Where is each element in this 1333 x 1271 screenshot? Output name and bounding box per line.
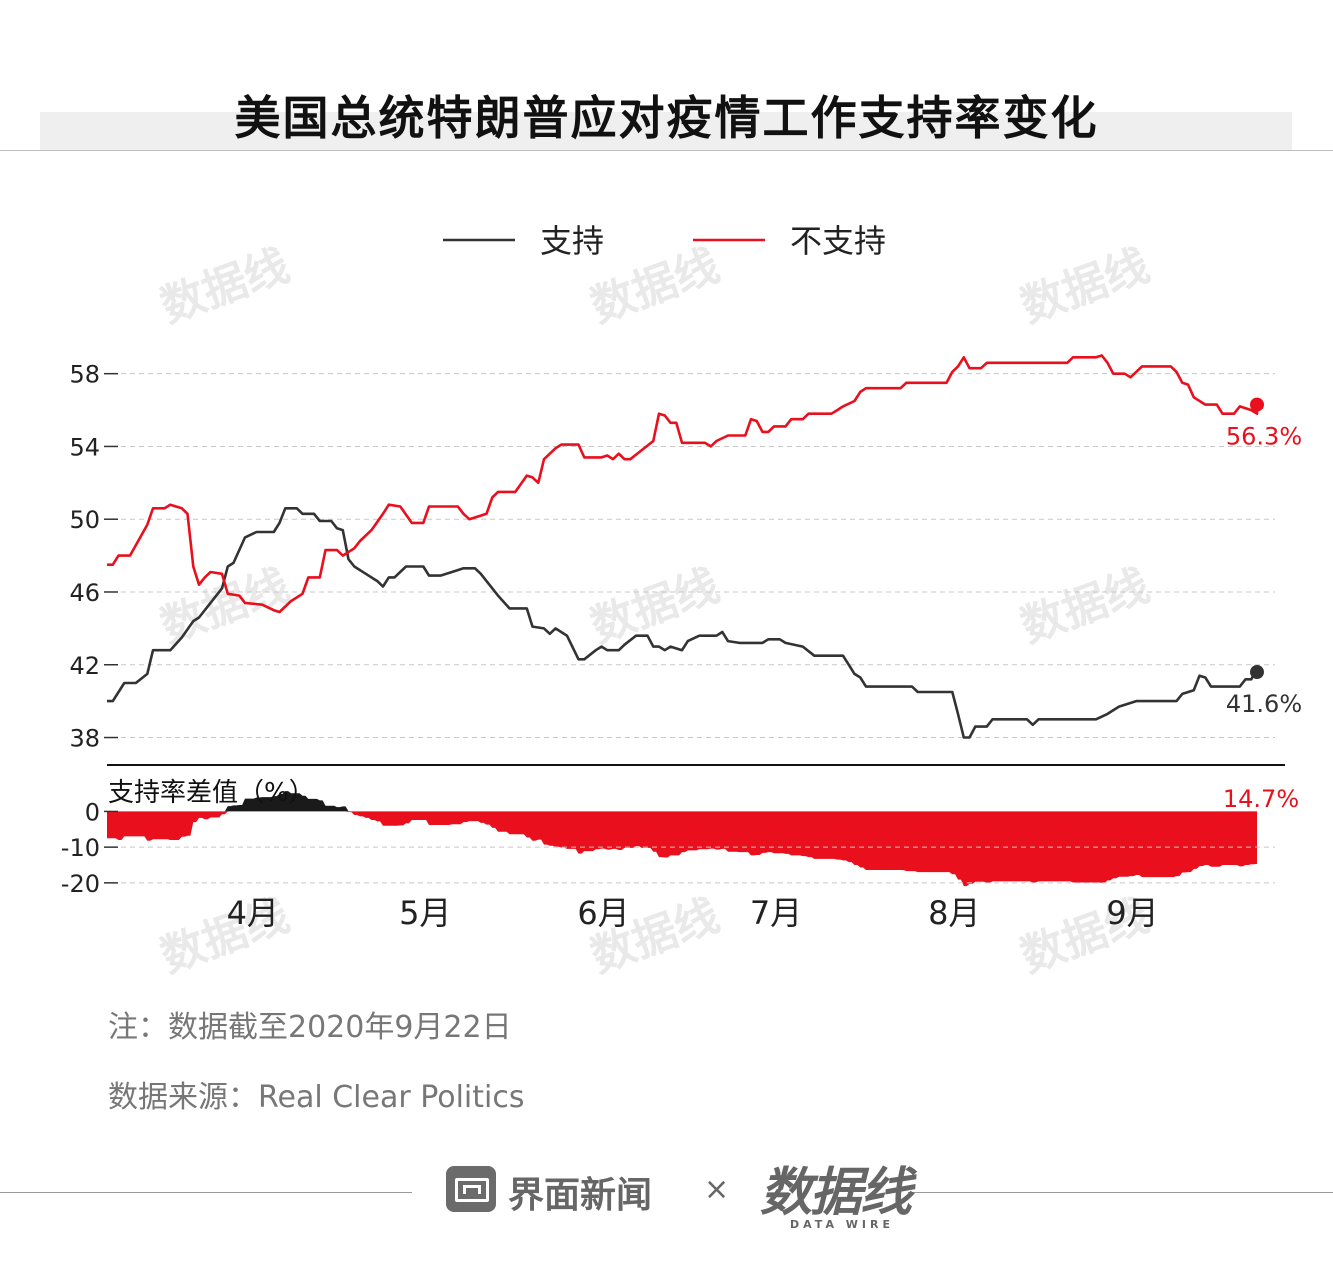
ytick-label-54: 54 [69, 433, 100, 461]
series-end-point-1 [1250, 397, 1264, 412]
xtick-label-2: 6月 [577, 894, 629, 932]
title-band [40, 112, 1292, 150]
series-end-point-0 [1250, 665, 1264, 680]
chart-source: 数据来源：Real Clear Politics [108, 1080, 525, 1115]
axis-labels: 38 42 46 50 54 58 41.6% 56.3% 0 -10 -20 支持率差值（%） 14.… [61, 361, 1302, 932]
series-line-0 [107, 506, 1259, 739]
series-end-label-0: 41.6% [1226, 690, 1302, 718]
series-line-1 [107, 354, 1259, 614]
xtick-label-3: 7月 [750, 894, 802, 932]
difference-end-label: 14.7% [1223, 785, 1299, 813]
diff-ytick-label--10: -10 [61, 834, 100, 862]
xtick-label-5: 9月 [1106, 894, 1158, 932]
ytick-label-50: 50 [69, 506, 100, 534]
watermark-2: 数据线 [1014, 240, 1155, 333]
diff-ytick-label--20: -20 [61, 870, 100, 898]
difference-title: 支持率差值（%） [108, 778, 315, 808]
series-end-label-1: 56.3% [1226, 423, 1302, 451]
difference-plot [104, 791, 1275, 887]
main-series-lines [107, 354, 1264, 739]
datawire-logo-sub: DATA WIRE [790, 1218, 894, 1231]
legend-label-0: 支持 [540, 222, 604, 260]
difference-area-negative [107, 811, 1257, 887]
chart-note: 注：数据截至2020年9月22日 [108, 1010, 512, 1045]
watermark-4: 数据线 [584, 560, 725, 653]
diff-ytick-label-0: 0 [85, 798, 100, 826]
brand-name: 界面新闻 [508, 1175, 653, 1216]
watermark-5: 数据线 [1014, 560, 1155, 653]
xtick-label-0: 4月 [227, 894, 279, 932]
main-gridlines [104, 372, 1285, 766]
jiemian-logo-icon [446, 1166, 496, 1212]
ytick-label-38: 38 [69, 725, 100, 753]
footer-rule-right [908, 1192, 1333, 1193]
legend: 支持 不支持 [443, 222, 886, 260]
ytick-label-46: 46 [69, 579, 100, 607]
xtick-label-4: 8月 [928, 894, 980, 932]
chart-title: 美国总统特朗普应对疫情工作支持率变化 [234, 91, 1099, 145]
separator: × [704, 1172, 730, 1207]
datawire-logo-icon: 数据线 [760, 1163, 912, 1223]
ytick-label-42: 42 [69, 652, 100, 680]
ytick-label-58: 58 [69, 361, 100, 389]
footer-rule-left [0, 1192, 412, 1193]
xtick-label-1: 5月 [399, 894, 451, 932]
watermark-1: 数据线 [584, 240, 725, 333]
title-divider [0, 150, 1333, 151]
legend-label-1: 不支持 [790, 222, 886, 260]
watermark-0: 数据线 [154, 240, 295, 333]
